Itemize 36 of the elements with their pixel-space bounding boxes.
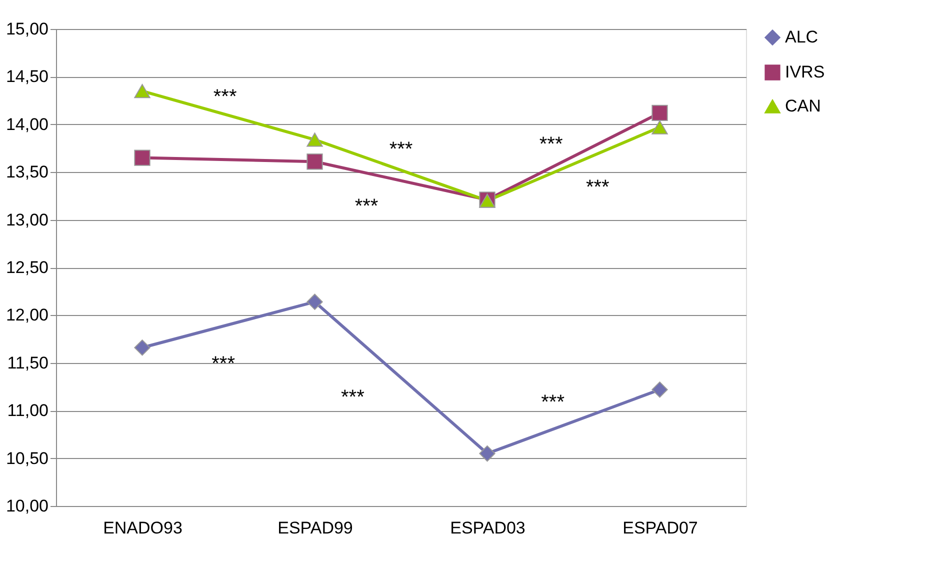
point xyxy=(652,120,668,134)
y-tick-label: 12,00 xyxy=(6,306,48,325)
point xyxy=(652,382,668,398)
y-tick-label: 12,50 xyxy=(6,258,48,277)
annotation: *** xyxy=(389,138,413,160)
y-tick-label: 10,00 xyxy=(6,496,48,516)
annotation: *** xyxy=(586,176,610,199)
y-tick-label: 11,50 xyxy=(7,353,48,372)
y-tick-label: 13,50 xyxy=(6,162,48,182)
point xyxy=(134,84,150,98)
annotation: *** xyxy=(539,134,563,156)
point xyxy=(306,294,323,310)
point xyxy=(306,132,323,147)
y-tick-label: 11,00 xyxy=(7,401,48,420)
point xyxy=(134,340,150,356)
y-tick-label: 14,50 xyxy=(6,67,48,86)
legend-label: IVRS xyxy=(785,62,825,82)
annotation: *** xyxy=(341,386,365,409)
point xyxy=(652,104,668,122)
x-tick-label: ESPAD99 xyxy=(278,518,353,538)
legend-label: CAN xyxy=(785,96,821,116)
x-tick-label: ENADO93 xyxy=(103,518,182,538)
y-tick-label: 10,50 xyxy=(6,448,48,468)
y-tick-label: 14,00 xyxy=(6,114,48,134)
annotation: *** xyxy=(541,391,565,414)
annotation: *** xyxy=(212,353,236,376)
point xyxy=(134,150,150,166)
point xyxy=(306,154,323,170)
y-tick-label: 13,00 xyxy=(6,210,48,230)
annotation: *** xyxy=(213,86,237,108)
x-tick-label: ESPAD07 xyxy=(622,518,698,538)
y-tick-label: 15,00 xyxy=(6,20,48,38)
legend-label: ALC xyxy=(785,28,818,46)
point xyxy=(479,445,496,462)
x-tick-label: ESPAD03 xyxy=(450,518,526,538)
annotation: *** xyxy=(354,196,378,218)
